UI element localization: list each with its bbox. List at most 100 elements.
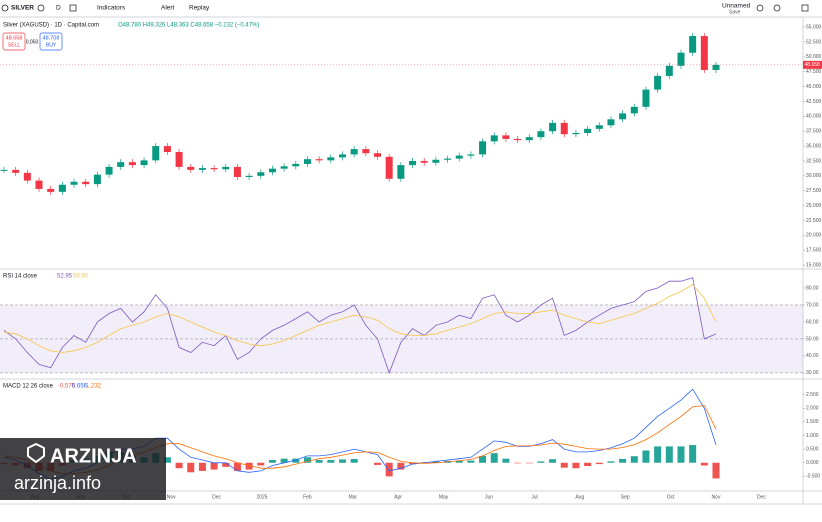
histogram-bar <box>642 450 650 463</box>
candle-body <box>397 165 405 179</box>
legend-value: 1.232 <box>86 384 102 390</box>
y-tick-label: 45.000 <box>806 84 822 90</box>
histogram-bar <box>233 462 241 471</box>
candle-body <box>23 172 31 181</box>
symbol[interactable]: SILVER <box>11 5 34 12</box>
y-tick-label: 37.500 <box>806 129 822 135</box>
y-tick-label: 2.000 <box>806 406 819 412</box>
chart-type-icon[interactable] <box>69 4 77 12</box>
histogram-bar <box>700 462 708 466</box>
fullscreen-button[interactable] <box>801 4 809 12</box>
histogram-bar <box>268 460 276 463</box>
layout-name[interactable]: Unnamed <box>722 3 751 10</box>
candle-body <box>409 160 417 166</box>
indicators-button[interactable]: Indicators <box>97 5 126 12</box>
indicator-title: MACD 12 26 close <box>3 384 54 390</box>
time-label: Aug <box>575 494 584 500</box>
histogram-bar <box>572 462 580 469</box>
candle-body <box>455 155 463 159</box>
histogram-bar <box>607 461 615 463</box>
indicator-title: RSI 14 close <box>3 274 38 280</box>
y-tick-label: 80.00 <box>806 285 819 291</box>
histogram-bar <box>245 462 253 470</box>
legend-value: 52.95 <box>57 274 73 280</box>
histogram-bar <box>595 462 603 465</box>
time-label: 2025 <box>256 494 267 500</box>
histogram-bar <box>338 459 346 463</box>
candle-body <box>70 181 78 185</box>
candle-body <box>315 159 323 161</box>
interval[interactable]: D <box>56 5 61 12</box>
y-tick-label: 0.500 <box>806 446 819 452</box>
candle-body <box>537 131 545 138</box>
y-tick-label: 17.500 <box>806 247 822 253</box>
candle-body <box>210 168 218 170</box>
candle-body <box>82 181 90 185</box>
replay-button[interactable]: Replay <box>189 5 210 12</box>
candle-body <box>128 162 136 166</box>
y-tick-label: 2.500 <box>806 392 819 398</box>
histogram-bar <box>630 456 638 463</box>
histogram-bar <box>409 462 417 465</box>
sell-button[interactable] <box>2 32 26 51</box>
legend-value: 59.90 <box>73 274 89 280</box>
time-label: Jun <box>485 494 493 500</box>
watermark-brand: ARZINJA <box>50 445 137 467</box>
candle-body <box>432 159 440 163</box>
settings-button[interactable] <box>773 4 781 12</box>
histogram-bar <box>712 462 720 479</box>
histogram-bar <box>525 462 533 464</box>
candle-body <box>525 137 533 141</box>
candle-body <box>222 166 230 170</box>
watermark-logo <box>27 442 45 464</box>
candle-body <box>712 64 720 70</box>
histogram-bar <box>560 462 568 468</box>
y-tick-label: 27.500 <box>806 188 822 194</box>
candle-body <box>467 154 475 156</box>
histogram-bar <box>665 446 673 463</box>
candle-body <box>479 141 487 155</box>
candle-body <box>490 135 498 142</box>
candle-body <box>665 65 673 76</box>
histogram-bar <box>385 462 393 477</box>
sell-label: SELL <box>8 42 20 48</box>
y-tick-label: 42.500 <box>806 99 822 105</box>
search-button[interactable] <box>756 4 764 12</box>
candle-body <box>35 180 43 189</box>
histogram-bar <box>502 458 510 463</box>
candle-body <box>700 36 708 70</box>
candle-body <box>47 188 55 192</box>
candle-body <box>245 175 253 178</box>
histogram-bar <box>257 462 265 466</box>
y-tick-label: 55.000 <box>806 24 822 30</box>
histogram-bar <box>479 455 487 463</box>
candle-body <box>572 132 580 135</box>
candle-body <box>105 166 113 175</box>
candle-body <box>152 146 160 161</box>
search-icon[interactable] <box>1 4 9 12</box>
candle-body <box>374 153 382 157</box>
y-tick-label: 22.500 <box>806 218 822 224</box>
candle-body <box>689 36 697 53</box>
y-tick-label: 25.000 <box>806 203 822 209</box>
candle-body <box>140 160 148 166</box>
histogram-bar <box>210 462 218 470</box>
save-button[interactable]: Save <box>729 9 741 15</box>
candle-body <box>292 163 300 167</box>
alert-button[interactable]: Alert <box>161 5 175 12</box>
last-price-box <box>803 60 822 69</box>
y-tick-label: 70.00 <box>806 302 819 308</box>
histogram-bar <box>537 461 545 463</box>
histogram-bar <box>374 462 382 465</box>
candle-body <box>350 149 358 155</box>
y-tick-label: 40.000 <box>806 114 822 120</box>
histogram-bar <box>222 462 230 467</box>
y-tick-label: 40.00 <box>806 353 819 359</box>
time-label: Dec <box>757 494 766 500</box>
buy-price: 48.708 <box>43 35 60 41</box>
histogram-bar <box>327 460 335 463</box>
candle-body <box>584 128 592 133</box>
y-tick-label: 50.00 <box>806 336 819 342</box>
compare-icon[interactable] <box>37 4 45 12</box>
buy-button[interactable] <box>39 32 63 51</box>
